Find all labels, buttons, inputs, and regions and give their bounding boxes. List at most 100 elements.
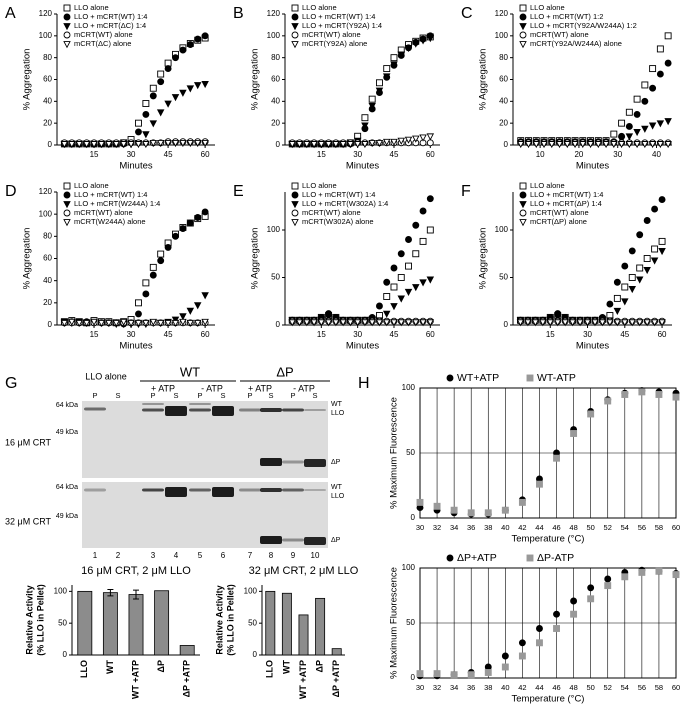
- x-tick-label: 60: [672, 523, 680, 532]
- data-point: [332, 319, 340, 327]
- data-point: [641, 125, 649, 133]
- data-point: [361, 114, 369, 122]
- data-point: [412, 40, 420, 48]
- legend-label: LLO alone: [302, 181, 337, 190]
- x-tick-label: 30: [613, 150, 622, 159]
- data-point: [157, 257, 165, 265]
- chart-title: 32 μM CRT, 2 μM LLO: [249, 565, 359, 577]
- data-point: [628, 286, 636, 294]
- data-point: [641, 141, 649, 149]
- data-point: [651, 205, 659, 213]
- gel-label: WT: [331, 401, 343, 408]
- data-point: [433, 502, 441, 510]
- data-point: [568, 319, 577, 327]
- legend-label: mCRT(W302A) alone: [302, 217, 374, 226]
- data-point: [164, 139, 172, 148]
- data-point: [621, 319, 629, 327]
- x-tick-label: 32: [433, 683, 441, 692]
- x-tick-label: ΔP +ATP: [182, 660, 192, 697]
- data-point: [546, 319, 555, 327]
- legend-marker: [63, 219, 71, 227]
- gel-band: [142, 403, 164, 405]
- y-tick-label: 100: [495, 225, 509, 234]
- x-tick-label: 42: [518, 683, 526, 692]
- legend-marker: [291, 23, 299, 31]
- data-point: [361, 122, 369, 130]
- x-axis-label: Temperature (°C): [512, 694, 585, 704]
- data-point: [295, 319, 304, 327]
- legend-label: mCRT(ΔC) alone: [74, 39, 131, 48]
- legend-label: mCRT(WT) alone: [530, 208, 589, 217]
- gel-label: ΔP: [331, 459, 341, 466]
- data-point: [625, 108, 633, 116]
- x-axis-label: Temperature (°C): [512, 534, 585, 545]
- data-point: [625, 133, 634, 141]
- data-point: [412, 221, 420, 229]
- legend-marker: [446, 554, 454, 562]
- x-tick-label: 42: [518, 523, 526, 532]
- y-tick-label: 0: [276, 140, 281, 149]
- data-point: [142, 141, 150, 149]
- y-tick-label: 60: [271, 75, 280, 84]
- data-point: [375, 87, 384, 95]
- y-tick-label: 80: [43, 231, 52, 240]
- legend-label: mCRT(WT) alone: [530, 30, 589, 39]
- data-point: [656, 120, 665, 128]
- x-tick-label: 60: [426, 330, 435, 339]
- panel-label: C: [461, 5, 473, 22]
- data-point: [576, 319, 584, 327]
- legend-marker: [291, 191, 299, 199]
- legend-marker: [291, 209, 299, 217]
- data-point: [561, 319, 569, 327]
- data-point: [405, 262, 412, 270]
- legend-marker: [519, 219, 527, 227]
- gel-band: [212, 487, 234, 497]
- data-point: [310, 141, 318, 149]
- data-point: [142, 110, 150, 118]
- gel-label: S: [268, 391, 273, 400]
- data-point: [649, 84, 657, 92]
- gel-band: [304, 537, 326, 545]
- data-point: [426, 139, 434, 147]
- legend-marker: [63, 23, 71, 31]
- data-point: [186, 41, 194, 49]
- legend-label: mCRT(WT) alone: [302, 30, 361, 39]
- gel-label: 5: [198, 551, 203, 560]
- data-point: [404, 44, 413, 53]
- data-point: [397, 274, 405, 281]
- data-point: [553, 625, 560, 632]
- data-point: [201, 81, 209, 89]
- bar: [331, 648, 342, 656]
- data-point: [105, 319, 113, 328]
- data-point: [606, 300, 614, 308]
- data-point: [339, 319, 347, 327]
- data-point: [650, 257, 659, 265]
- y-tick-label: 20: [43, 118, 52, 127]
- x-tick-label: ΔP +ATP: [331, 660, 341, 697]
- x-axis-label: Minutes: [576, 161, 610, 172]
- data-point: [587, 410, 595, 418]
- data-point: [288, 141, 297, 149]
- legend-marker: [519, 209, 527, 217]
- gel-label: 2: [116, 551, 121, 560]
- data-point: [610, 141, 618, 149]
- gel-band: [282, 408, 304, 412]
- panel-label: F: [461, 183, 471, 200]
- data-point: [376, 79, 383, 87]
- legend-marker: [63, 209, 71, 217]
- gel-label: P: [247, 391, 252, 400]
- data-point: [517, 141, 525, 149]
- data-point: [90, 318, 98, 326]
- data-point: [90, 141, 98, 149]
- data-point: [516, 319, 525, 327]
- data-point: [625, 141, 634, 149]
- error-bar: [107, 588, 114, 597]
- x-tick-label: 20: [574, 150, 583, 159]
- gel-band: [239, 488, 261, 492]
- data-point: [419, 237, 427, 245]
- data-point: [570, 610, 578, 618]
- data-point: [149, 139, 158, 148]
- data-point: [171, 319, 180, 328]
- legend-marker: [63, 182, 71, 190]
- legend-marker: [291, 4, 299, 12]
